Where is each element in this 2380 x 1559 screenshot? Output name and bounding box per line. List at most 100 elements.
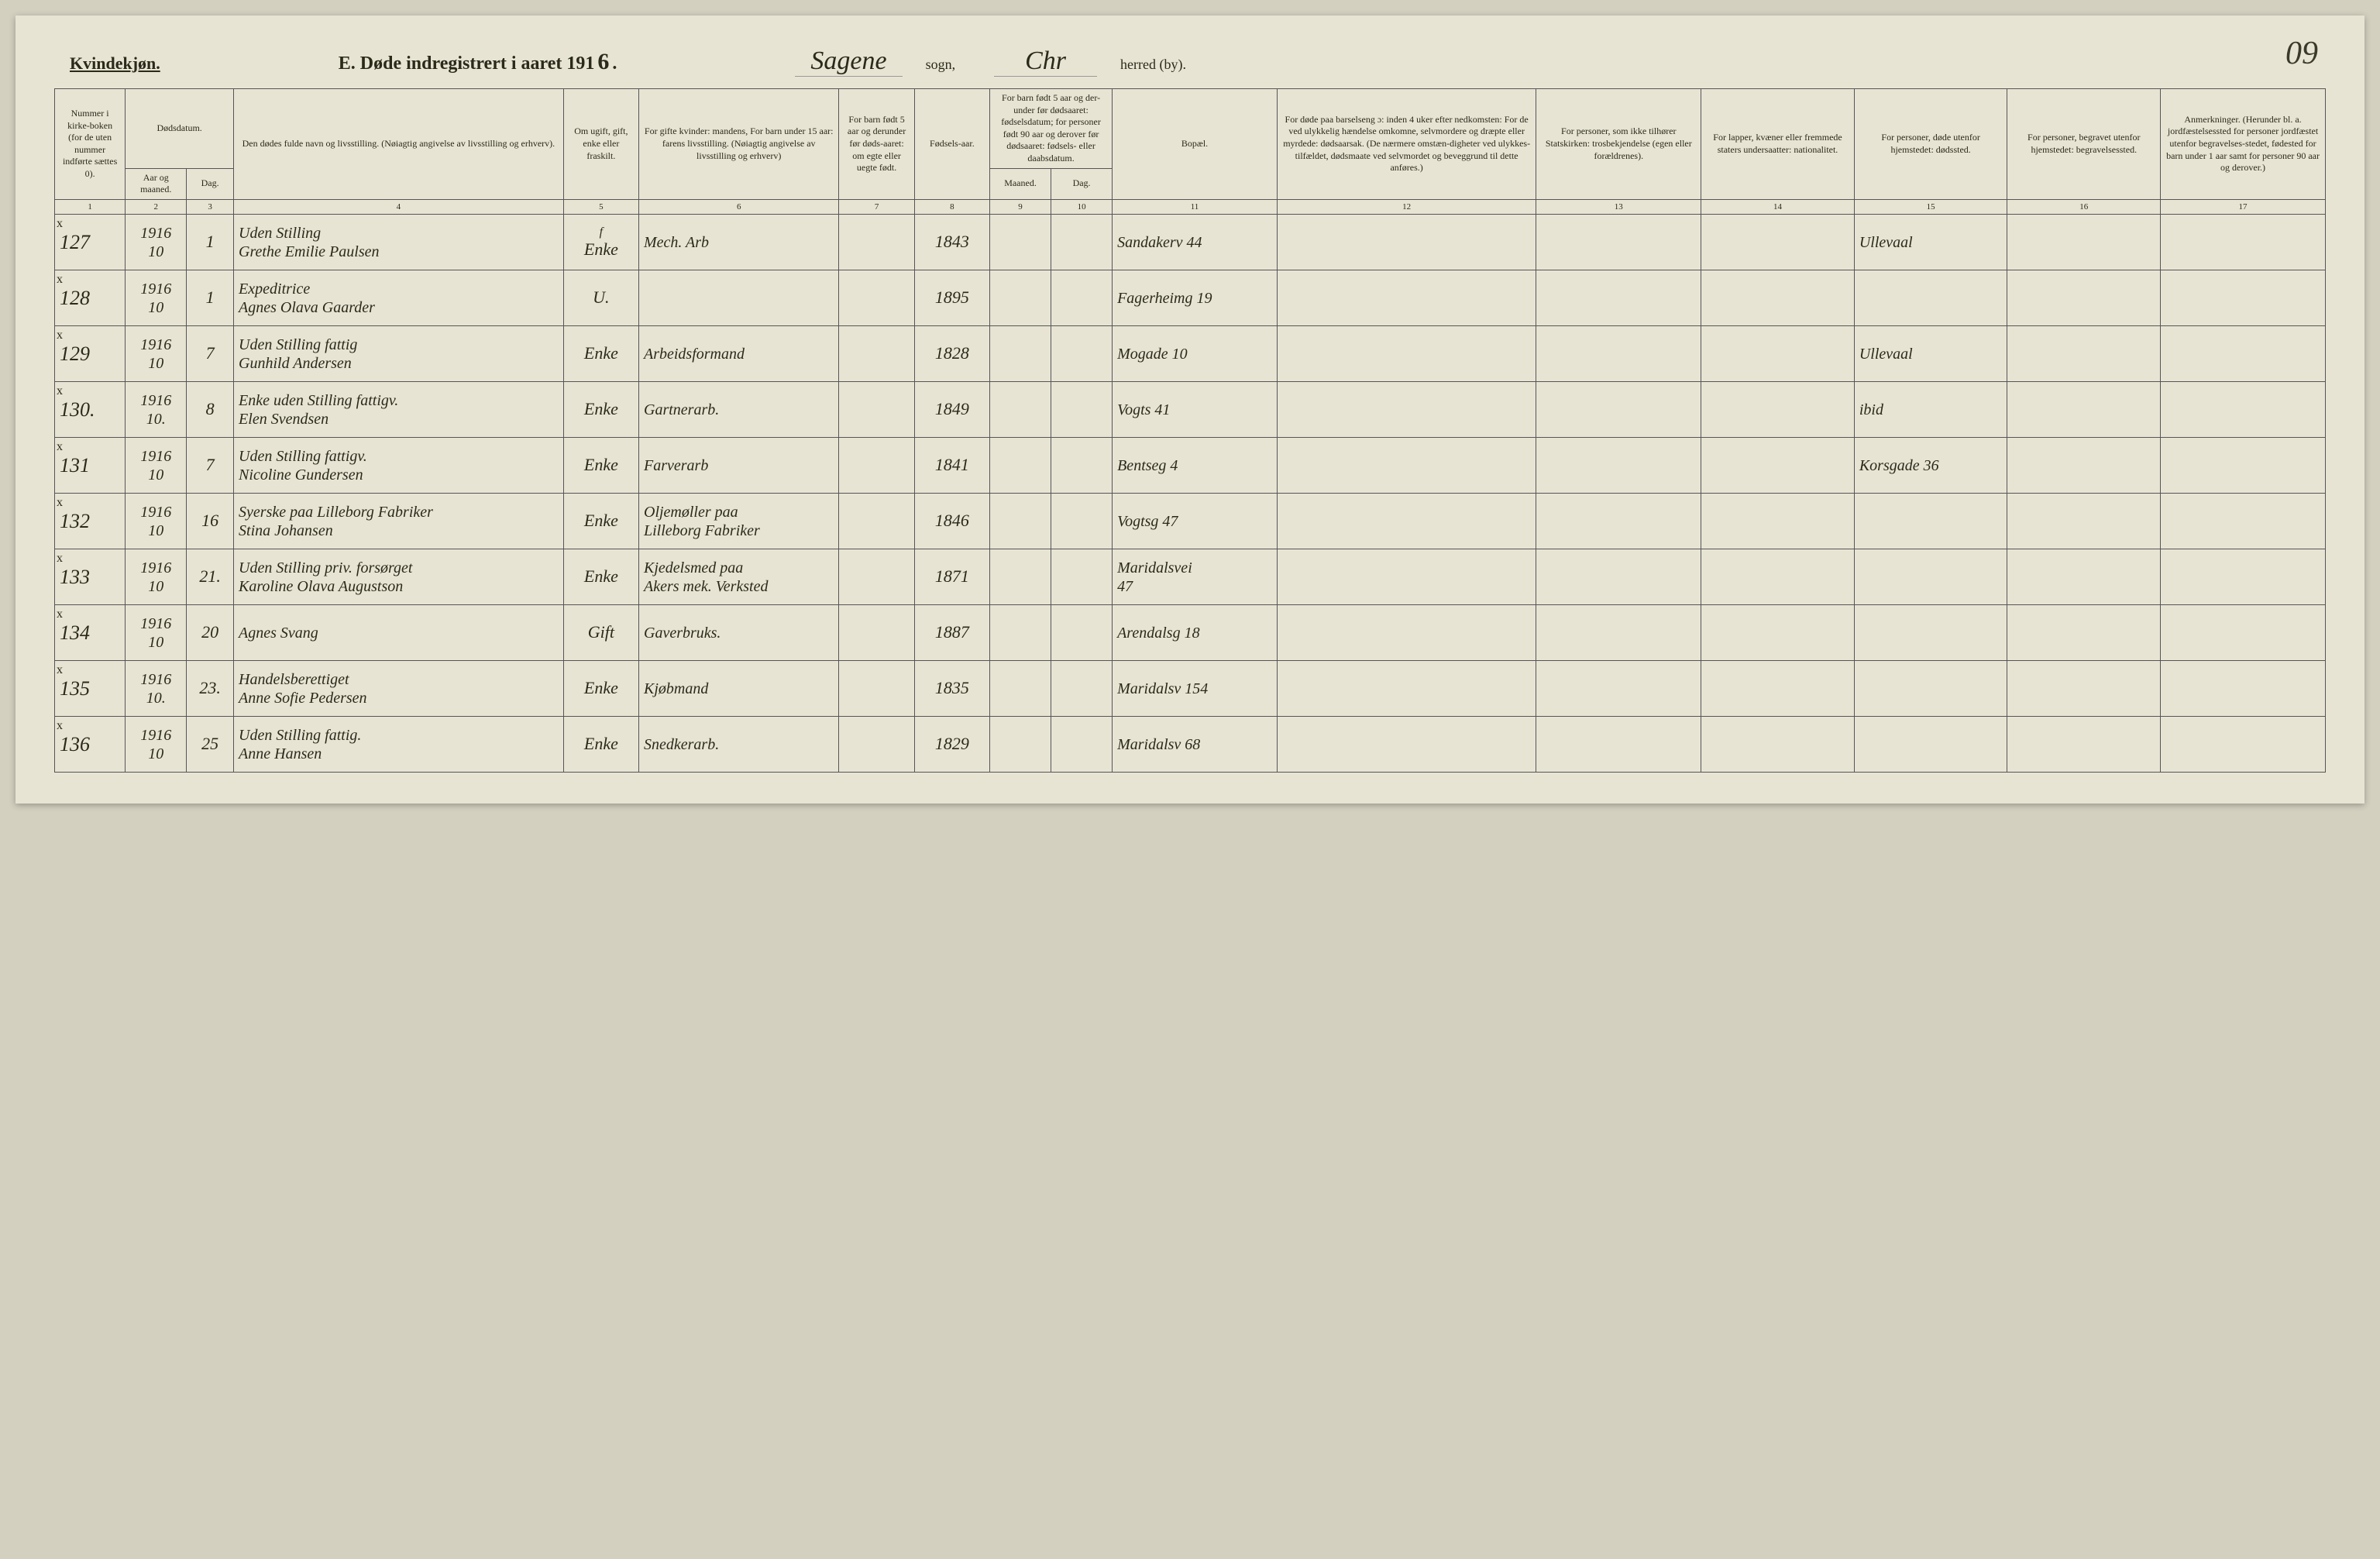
colnum: 14 — [1701, 199, 1855, 214]
cell-status: Enke — [563, 494, 638, 549]
cell-birthyear: 1835 — [914, 661, 989, 717]
cell-c16 — [2007, 438, 2161, 494]
cell-c16 — [2007, 717, 2161, 773]
cell-c14 — [1701, 549, 1855, 605]
colhead-3: Dag. — [187, 168, 234, 199]
cell-c16 — [2007, 605, 2161, 661]
cell-c14 — [1701, 270, 1855, 326]
cell-c10 — [1051, 661, 1113, 717]
cell-residence: Vogts 41 — [1113, 382, 1278, 438]
cell-c16 — [2007, 549, 2161, 605]
cell-status: U. — [563, 270, 638, 326]
cell-c9 — [990, 438, 1051, 494]
cell-deathplace — [1854, 270, 2007, 326]
colnum: 9 — [990, 199, 1051, 214]
year-handwritten: 6 — [594, 49, 612, 74]
colnum: 3 — [187, 199, 234, 214]
cell-status: Enke — [563, 326, 638, 382]
colhead-16: For personer, begravet utenfor hjemstede… — [2007, 89, 2161, 200]
cell-birthyear: 1849 — [914, 382, 989, 438]
cell-name: Agnes Svang — [234, 605, 564, 661]
cell-id: x132 — [55, 494, 126, 549]
cell-c10 — [1051, 382, 1113, 438]
cell-c16 — [2007, 270, 2161, 326]
colhead-7: For barn født 5 aar og derunder før døds… — [839, 89, 914, 200]
table-row: x1311916107Uden Stilling fattigv.Nicolin… — [55, 438, 2326, 494]
cell-birthyear: 1843 — [914, 215, 989, 270]
cell-birthyear: 1841 — [914, 438, 989, 494]
cell-deathplace: ibid — [1854, 382, 2007, 438]
cell-birthyear: 1871 — [914, 549, 989, 605]
colnum: 5 — [563, 199, 638, 214]
cell-c13 — [1536, 382, 1701, 438]
title-main: E. Døde indregistrert i aaret 1916. — [339, 49, 617, 75]
cell-c7 — [839, 549, 914, 605]
cell-name: Uden Stilling priv. forsørgetKaroline Ol… — [234, 549, 564, 605]
colhead-5: Om ugift, gift, enke eller fraskilt. — [563, 89, 638, 200]
cell-deathplace — [1854, 661, 2007, 717]
cell-status: Enke — [563, 661, 638, 717]
cell-c9 — [990, 270, 1051, 326]
cell-c14 — [1701, 661, 1855, 717]
colnum: 7 — [839, 199, 914, 214]
cell-c10 — [1051, 549, 1113, 605]
table-row: x13419161020Agnes SvangGiftGaverbruks.18… — [55, 605, 2326, 661]
x-mark: x — [57, 384, 63, 398]
cell-c12 — [1277, 494, 1536, 549]
cell-c9 — [990, 661, 1051, 717]
cell-c9 — [990, 382, 1051, 438]
colhead-14: For lapper, kvæner eller fremmede stater… — [1701, 89, 1855, 200]
sogn-handwritten: Sagene — [795, 46, 902, 77]
colhead-10: Dag. — [1051, 168, 1113, 199]
colhead-4: Den dødes fulde navn og livsstilling. (N… — [234, 89, 564, 200]
cell-residence: Maridalsvei47 — [1113, 549, 1278, 605]
cell-day: 7 — [187, 438, 234, 494]
death-register-table: Nummer i kirke-boken (for de uten nummer… — [54, 88, 2326, 773]
table-row: x135191610.23.HandelsberettigetAnne Sofi… — [55, 661, 2326, 717]
cell-residence: Sandakerv 44 — [1113, 215, 1278, 270]
cell-c13 — [1536, 661, 1701, 717]
cell-c13 — [1536, 549, 1701, 605]
cell-status: Gift — [563, 605, 638, 661]
table-row: x1281916101ExpeditriceAgnes Olava Gaarde… — [55, 270, 2326, 326]
colhead-2: Aar og maaned. — [126, 168, 187, 199]
cell-id: x133 — [55, 549, 126, 605]
cell-c17 — [2161, 215, 2326, 270]
cell-spouse — [639, 270, 839, 326]
cell-c13 — [1536, 270, 1701, 326]
cell-c14 — [1701, 494, 1855, 549]
cell-c7 — [839, 326, 914, 382]
cell-c9 — [990, 605, 1051, 661]
cell-deathplace — [1854, 549, 2007, 605]
cell-day: 16 — [187, 494, 234, 549]
cell-year-month: 191610 — [126, 605, 187, 661]
x-mark: x — [57, 328, 63, 342]
cell-spouse: Arbeidsformand — [639, 326, 839, 382]
title-prefix: E. Døde indregistrert i aaret 191 — [339, 53, 595, 74]
cell-c12 — [1277, 438, 1536, 494]
cell-c10 — [1051, 270, 1113, 326]
cell-c10 — [1051, 326, 1113, 382]
cell-c7 — [839, 494, 914, 549]
cell-c17 — [2161, 326, 2326, 382]
cell-day: 25 — [187, 717, 234, 773]
cell-residence: Mogade 10 — [1113, 326, 1278, 382]
cell-deathplace — [1854, 605, 2007, 661]
cell-year-month: 191610. — [126, 661, 187, 717]
cell-residence: Maridalsv 154 — [1113, 661, 1278, 717]
cell-residence: Maridalsv 68 — [1113, 717, 1278, 773]
cell-c14 — [1701, 438, 1855, 494]
cell-c12 — [1277, 215, 1536, 270]
cell-c16 — [2007, 326, 2161, 382]
colhead-8: Fødsels-aar. — [914, 89, 989, 200]
cell-c17 — [2161, 717, 2326, 773]
cell-c9 — [990, 717, 1051, 773]
colnum: 16 — [2007, 199, 2161, 214]
cell-c14 — [1701, 382, 1855, 438]
colhead-6: For gifte kvinder: mandens, For barn und… — [639, 89, 839, 200]
cell-c17 — [2161, 605, 2326, 661]
cell-name: Uden StillingGrethe Emilie Paulsen — [234, 215, 564, 270]
cell-c7 — [839, 382, 914, 438]
cell-residence: Arendalsg 18 — [1113, 605, 1278, 661]
cell-id: x128 — [55, 270, 126, 326]
